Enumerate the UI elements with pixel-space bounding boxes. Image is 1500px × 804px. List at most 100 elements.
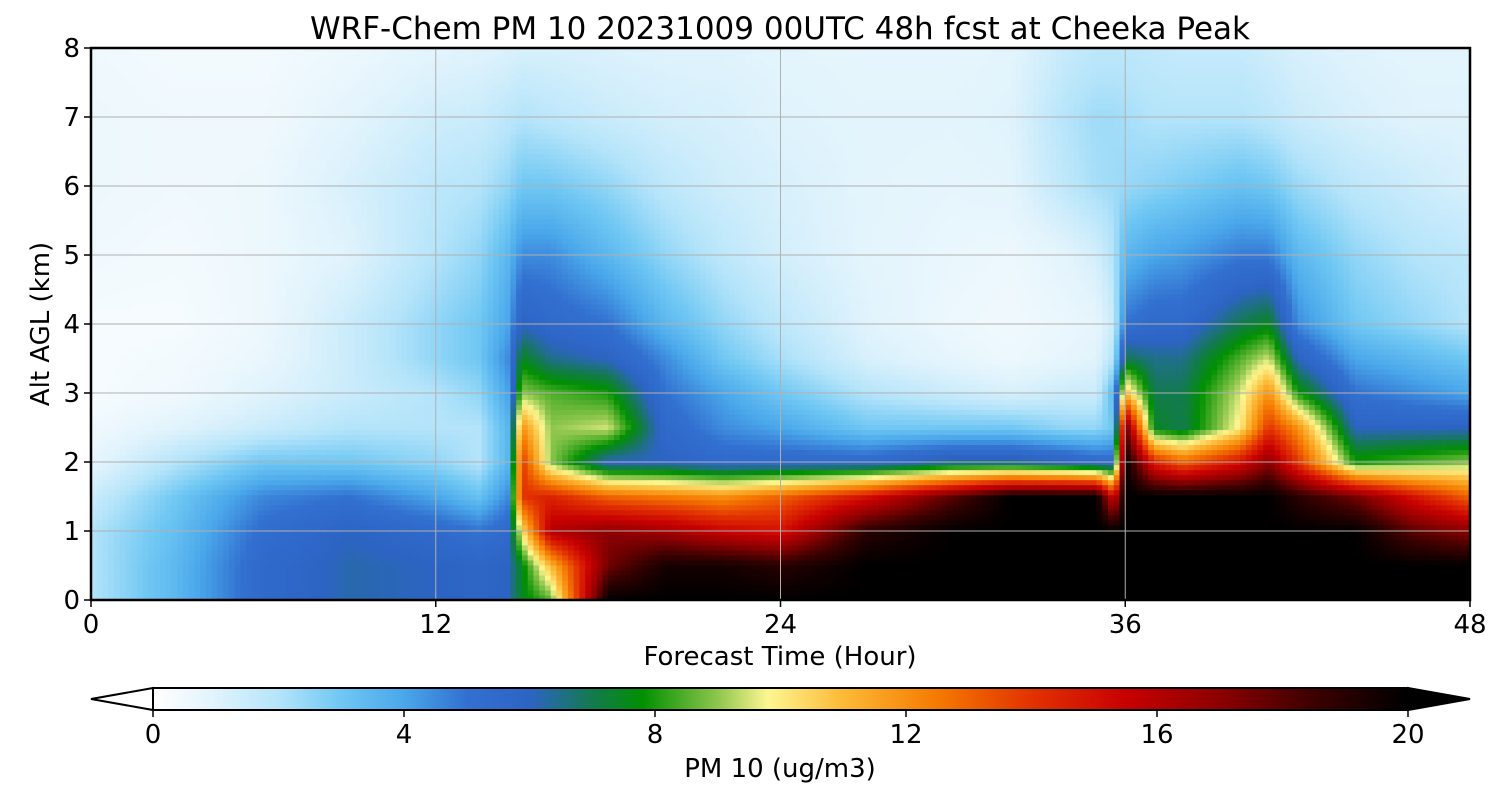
heatmap-cell	[689, 575, 695, 581]
heatmap-cell	[378, 580, 384, 586]
heatmap-cell	[401, 540, 407, 546]
heatmap-cell	[671, 545, 677, 551]
heatmap-cell	[1321, 520, 1327, 526]
heatmap-cell	[1033, 515, 1039, 521]
heatmap-cell	[522, 560, 528, 566]
heatmap-cell	[263, 495, 269, 501]
heatmap-cell	[562, 540, 568, 546]
heatmap-cell	[1125, 575, 1131, 581]
heatmap-cell	[798, 545, 804, 551]
heatmap-cell	[602, 545, 608, 551]
heatmap-cell	[396, 560, 402, 566]
heatmap-cell	[821, 520, 827, 526]
heatmap-cell	[516, 495, 522, 501]
heatmap-cell	[930, 540, 936, 546]
heatmap-cell	[930, 520, 936, 526]
heatmap-cell	[924, 525, 930, 531]
heatmap-cell	[999, 505, 1005, 511]
heatmap-cell	[464, 520, 470, 526]
heatmap-cell	[706, 520, 712, 526]
heatmap-cell	[125, 540, 131, 546]
heatmap-cell	[1367, 510, 1373, 516]
heatmap-cell	[660, 555, 666, 561]
heatmap-cell	[1430, 520, 1436, 526]
heatmap-cell	[746, 575, 752, 581]
heatmap-cell	[781, 555, 787, 561]
heatmap-cell	[1298, 570, 1304, 576]
heatmap-cell	[1194, 590, 1200, 596]
heatmap-cell	[1154, 585, 1160, 591]
heatmap-cell	[884, 580, 890, 586]
heatmap-cell	[223, 560, 229, 566]
heatmap-cell	[729, 495, 735, 501]
heatmap-cell	[568, 505, 574, 511]
heatmap-cell	[849, 555, 855, 561]
heatmap-cell	[838, 505, 844, 511]
heatmap-cell	[125, 555, 131, 561]
heatmap-cell	[890, 590, 896, 596]
heatmap-cell	[1459, 515, 1465, 521]
heatmap-cell	[327, 575, 333, 581]
heatmap-cell	[1332, 520, 1338, 526]
heatmap-cell	[1240, 510, 1246, 516]
heatmap-cell	[1125, 495, 1131, 501]
heatmap-cell	[1378, 570, 1384, 576]
heatmap-cell	[183, 575, 189, 581]
heatmap-cell	[235, 535, 241, 541]
heatmap-cell	[97, 555, 103, 561]
heatmap-cell	[1298, 525, 1304, 531]
heatmap-cell	[1257, 555, 1263, 561]
heatmap-cell	[470, 565, 476, 571]
heatmap-cell	[964, 575, 970, 581]
heatmap-cell	[1309, 585, 1315, 591]
heatmap-cell	[476, 590, 482, 596]
heatmap-cell	[384, 545, 390, 551]
heatmap-cell	[1200, 550, 1206, 556]
heatmap-cell	[1424, 520, 1430, 526]
heatmap-cell	[1068, 525, 1074, 531]
heatmap-cell	[712, 560, 718, 566]
heatmap-cell	[1183, 495, 1189, 501]
heatmap-cell	[1005, 495, 1011, 501]
heatmap-cell	[464, 495, 470, 501]
heatmap-cell	[959, 500, 965, 506]
heatmap-cell	[597, 505, 603, 511]
heatmap-cell	[1252, 575, 1258, 581]
heatmap-cell	[1309, 505, 1315, 511]
heatmap-cell	[913, 540, 919, 546]
heatmap-cell	[1229, 580, 1235, 586]
heatmap-cell	[993, 565, 999, 571]
heatmap-cell	[1303, 515, 1309, 521]
heatmap-cell	[206, 500, 212, 506]
heatmap-cell	[1211, 515, 1217, 521]
heatmap-cell	[378, 545, 384, 551]
heatmap-cell	[1091, 585, 1097, 591]
heatmap-cell	[844, 590, 850, 596]
heatmap-cell	[625, 545, 631, 551]
heatmap-cell	[189, 535, 195, 541]
heatmap-cell	[125, 560, 131, 566]
heatmap-cell	[826, 555, 832, 561]
heatmap-cell	[539, 515, 545, 521]
heatmap-cell	[281, 495, 287, 501]
heatmap-cell	[1275, 575, 1281, 581]
heatmap-cell	[235, 550, 241, 556]
heatmap-cell	[809, 520, 815, 526]
heatmap-cell	[522, 580, 528, 586]
heatmap-cell	[781, 520, 787, 526]
heatmap-cell	[407, 505, 413, 511]
heatmap-cell	[373, 535, 379, 541]
heatmap-cell	[269, 495, 275, 501]
heatmap-cell	[131, 545, 137, 551]
heatmap-cell	[286, 545, 292, 551]
heatmap-cell	[171, 565, 177, 571]
heatmap-cell	[252, 515, 258, 521]
heatmap-cell	[792, 515, 798, 521]
heatmap-cell	[1240, 560, 1246, 566]
heatmap-cell	[1188, 555, 1194, 561]
heatmap-cell	[390, 580, 396, 586]
heatmap-cell	[556, 565, 562, 571]
heatmap-cell	[1436, 545, 1442, 551]
heatmap-cell	[993, 545, 999, 551]
heatmap-cell	[901, 525, 907, 531]
